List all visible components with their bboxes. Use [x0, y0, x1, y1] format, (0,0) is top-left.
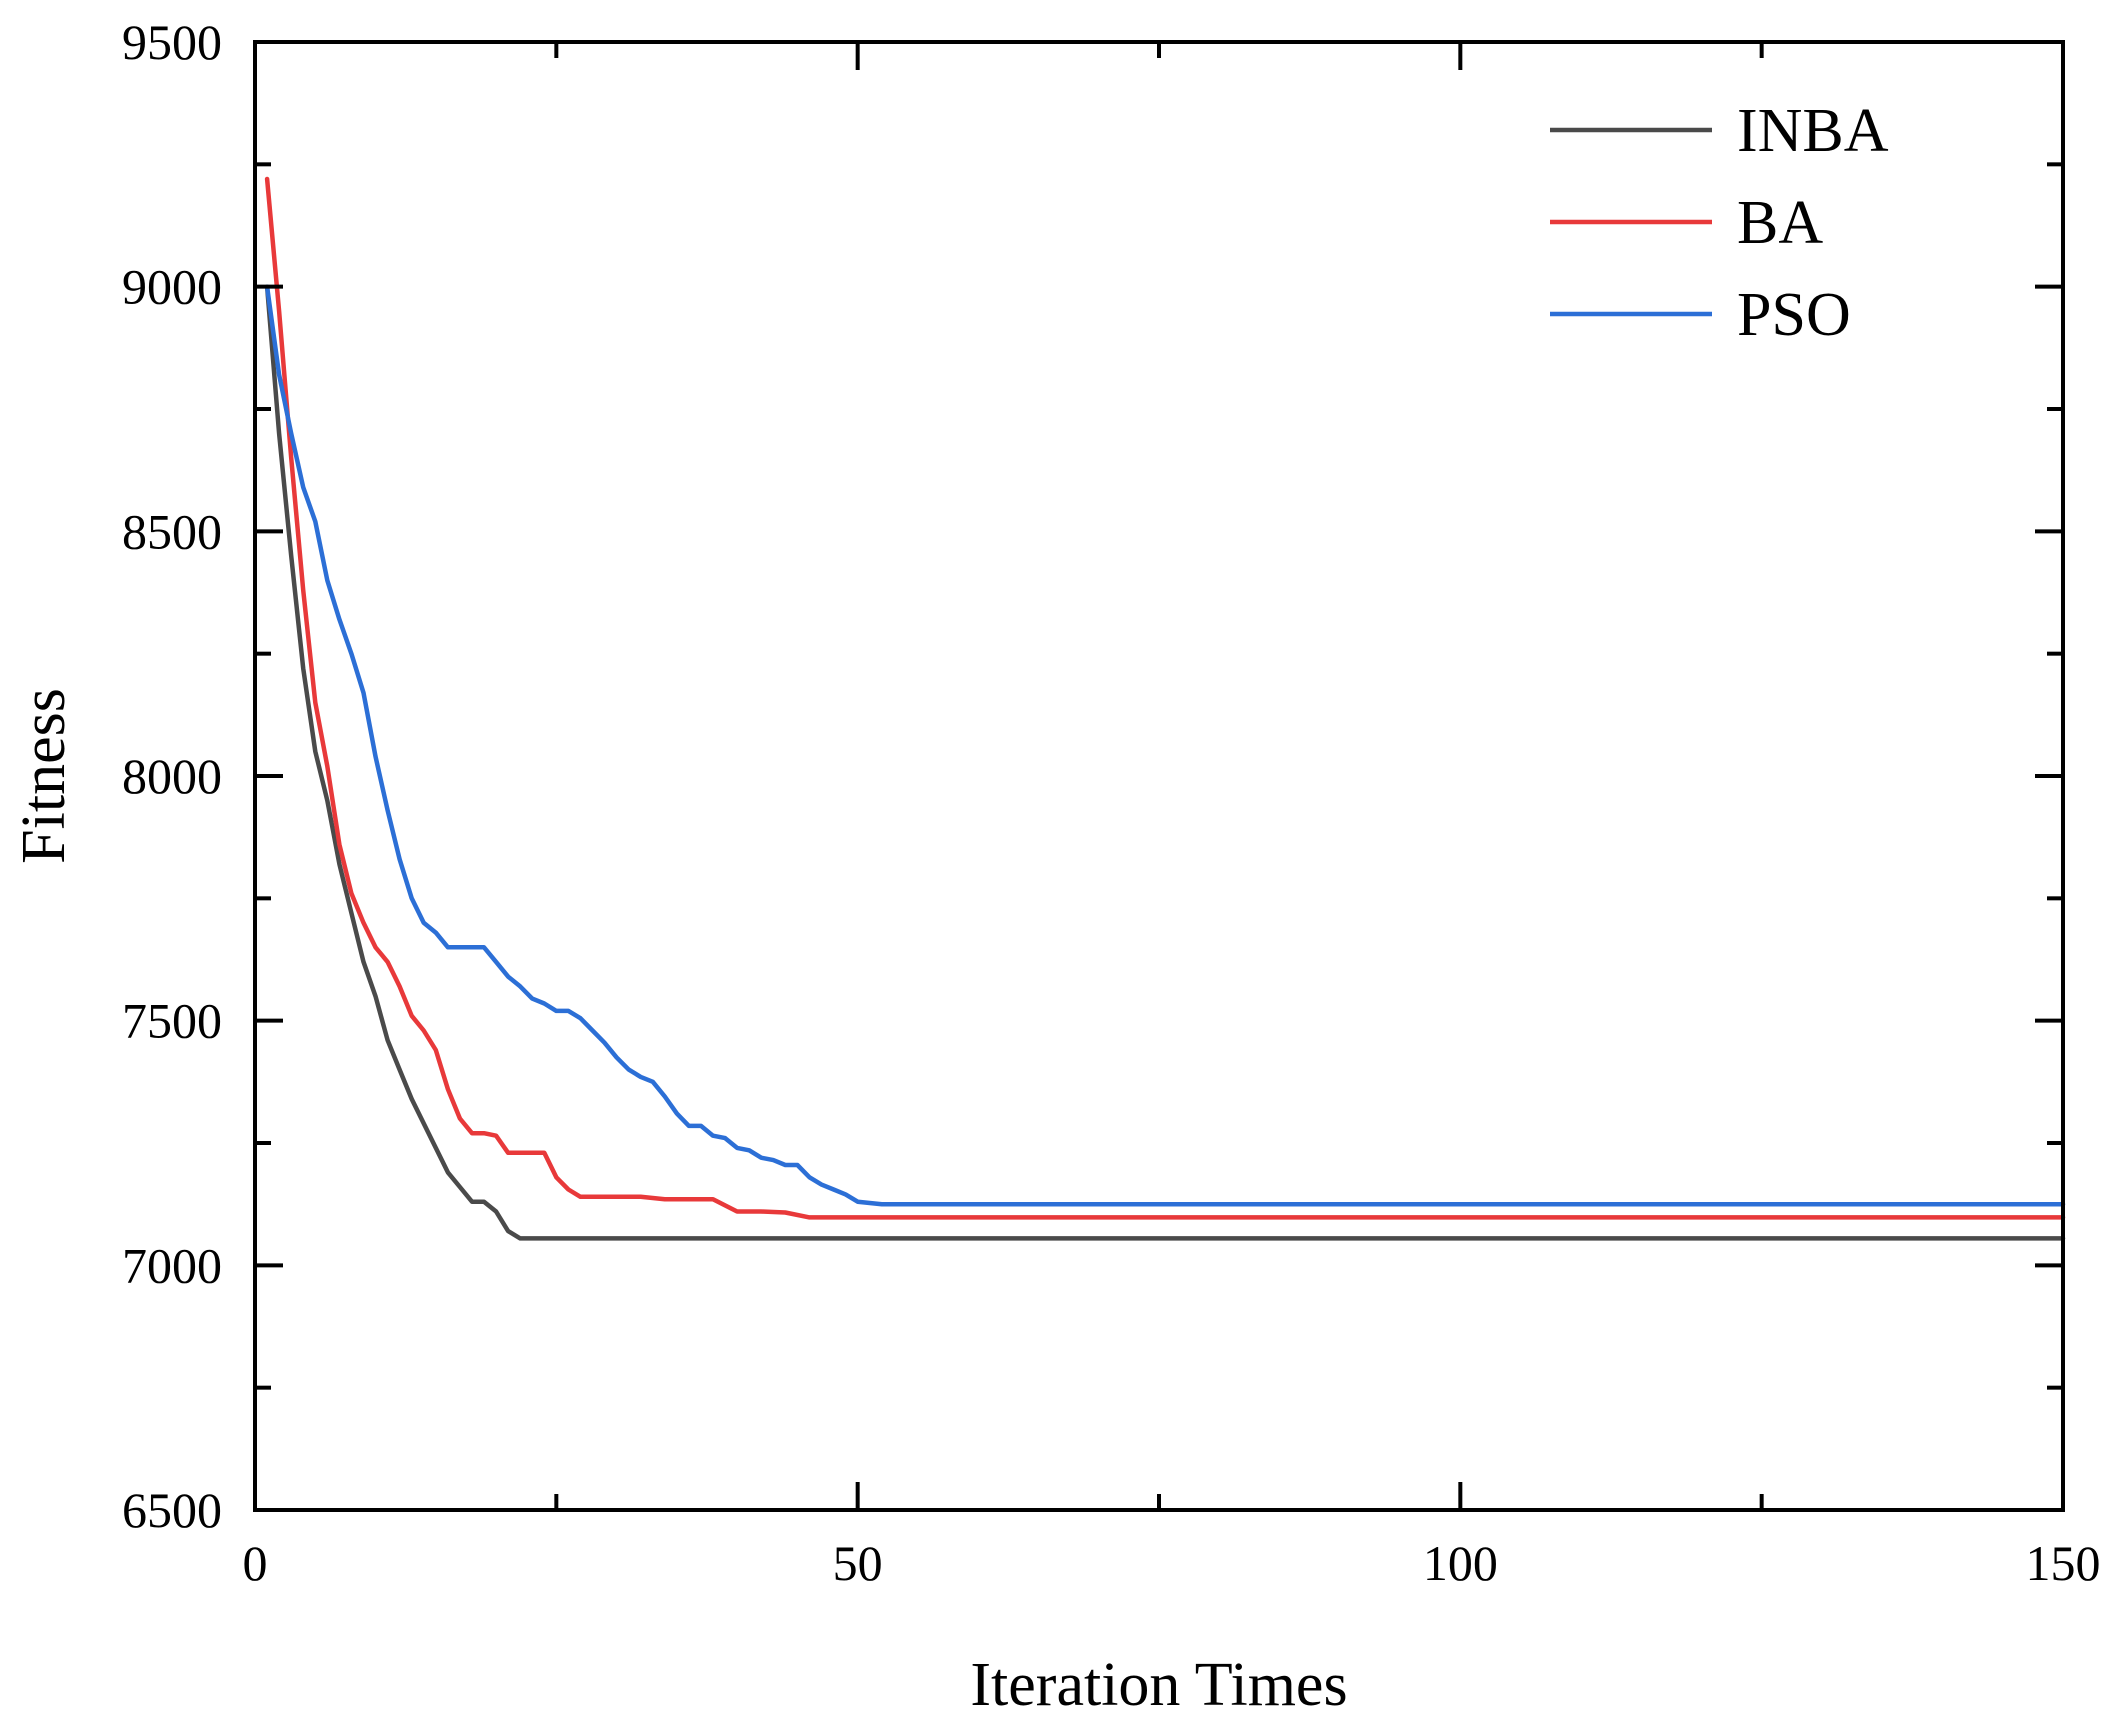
- y-tick-label: 7000: [122, 1237, 222, 1293]
- axis-ticks: [253, 40, 2065, 1512]
- y-tick-label: 6500: [122, 1482, 222, 1538]
- x-tick-label: 50: [833, 1535, 883, 1591]
- series-line-inba: [264, 284, 2066, 1241]
- y-tick-label: 9500: [122, 14, 222, 70]
- y-axis-title: Fitness: [10, 688, 78, 864]
- x-tick-label: 0: [243, 1535, 268, 1591]
- series-line-ba: [264, 176, 2066, 1220]
- legend-label-ba: BA: [1737, 189, 1823, 257]
- legend: INBA BA PSO: [1550, 97, 1889, 349]
- x-tick-label: 100: [1423, 1535, 1498, 1591]
- y-tick-label: 8000: [122, 748, 222, 804]
- legend-label-pso: PSO: [1737, 281, 1851, 349]
- plot-lines: [264, 176, 2066, 1241]
- y-tick-label: 9000: [122, 259, 222, 315]
- x-axis-title: Iteration Times: [970, 1651, 1347, 1719]
- legend-label-inba: INBA: [1737, 97, 1889, 165]
- series-line-pso: [264, 284, 2066, 1207]
- y-tick-label: 8500: [122, 503, 222, 559]
- y-tick-label: 7500: [122, 993, 222, 1049]
- x-tick-label: 150: [2026, 1535, 2101, 1591]
- axis-tick-labels: 0 50 100 150 6500 7000 7500 8000 8500 9000 9500: [122, 14, 2101, 1591]
